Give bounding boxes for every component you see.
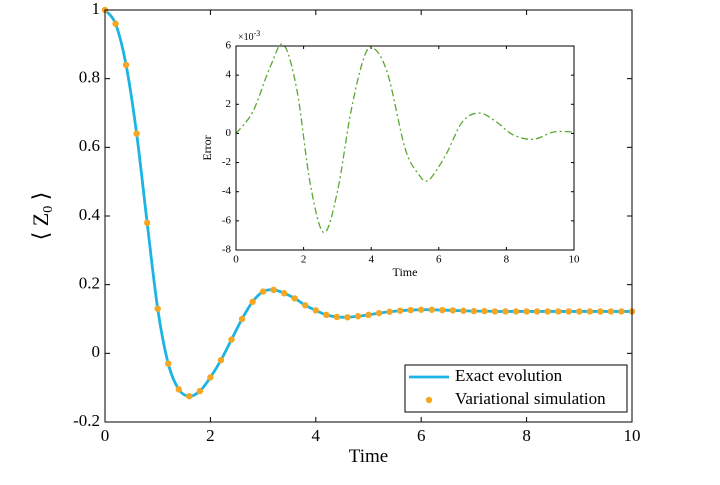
data-point: [460, 307, 467, 314]
data-point: [597, 308, 604, 315]
y-axis-label: ⟨ Z0 ⟩: [28, 192, 56, 241]
y-axis-label-part: ⟩: [28, 192, 53, 206]
data-point: [175, 386, 182, 393]
x-axis-label: Time: [393, 265, 418, 279]
x-tick-label: 10: [624, 426, 641, 445]
data-point: [228, 336, 235, 343]
data-point: [312, 307, 319, 314]
x-tick-label: 2: [206, 426, 215, 445]
data-point: [354, 313, 362, 320]
data-point: [186, 393, 193, 400]
data-point: [143, 219, 151, 227]
data-point: [386, 308, 393, 315]
scale-base: ×10: [238, 32, 254, 43]
data-point: [291, 295, 298, 302]
data-point: [365, 311, 372, 319]
data-point: [470, 307, 478, 315]
plot-frame: [235, 45, 575, 251]
data-point: [302, 302, 309, 309]
data-point: [122, 61, 130, 69]
data-point: [439, 306, 446, 314]
y-axis-label: Error: [200, 135, 214, 160]
data-point: [375, 309, 383, 317]
data-point: [133, 130, 140, 137]
data-point: [555, 308, 562, 315]
data-point: [407, 306, 414, 314]
x-tick-label: 0: [101, 426, 110, 445]
data-point: [544, 308, 551, 315]
x-tick-label: 6: [417, 426, 426, 445]
y-tick-label: 0.8: [79, 68, 100, 87]
x-tick-label: 8: [522, 426, 531, 445]
data-point: [586, 308, 594, 315]
y-tick-label: -0.2: [73, 411, 100, 430]
data-point: [238, 315, 246, 323]
data-point: [270, 286, 277, 294]
x-tick-label: 2: [301, 253, 307, 265]
y-tick-label: -4: [222, 185, 232, 197]
x-tick-label: 4: [368, 253, 374, 265]
data-point: [418, 306, 425, 313]
y-tick-label: 0.6: [79, 136, 100, 155]
x-tick-label: 6: [436, 253, 442, 265]
data-point: [618, 308, 625, 315]
y-tick-label: 4: [226, 69, 232, 81]
plot-frame: [104, 9, 633, 423]
y-tick-label: -6: [222, 214, 232, 226]
legend-label: Variational simulation: [455, 389, 606, 408]
data-point: [576, 308, 583, 315]
legend-label: Exact evolution: [455, 366, 563, 385]
plot-content: 0 2 4 6 8 10 -8 -6 -4 -2 0 2 4 6 Time Error ×10-3: [200, 29, 580, 279]
y-tick-label: -2: [222, 156, 231, 168]
legend: Exact evolution Variational simulation: [404, 364, 628, 413]
scale-exponent: -3: [254, 29, 261, 38]
y-tick-label: 2: [226, 98, 232, 110]
data-point: [533, 308, 541, 315]
x-tick-label: 8: [504, 253, 510, 265]
data-point: [491, 308, 499, 315]
data-point: [344, 314, 351, 321]
data-point: [249, 298, 256, 306]
axis-scale-label: ×10-3: [238, 29, 260, 43]
y-tick-label: 0.2: [79, 274, 100, 293]
data-point: [607, 308, 615, 315]
y-tick-label: 6: [226, 40, 232, 52]
data-point: [207, 374, 214, 381]
data-point: [333, 313, 341, 321]
y-tick-label: 0: [92, 342, 101, 361]
legend-marker: [425, 396, 433, 404]
data-point: [259, 288, 267, 295]
data-point: [481, 307, 488, 315]
x-tick-label: 4: [312, 426, 321, 445]
y-tick-label: 0.4: [79, 205, 101, 224]
data-point: [396, 307, 404, 314]
y-tick-label: 1: [92, 0, 101, 18]
y-axis-label-part: 0: [41, 206, 56, 213]
data-point: [512, 308, 520, 315]
data-point: [280, 290, 288, 297]
data-point: [565, 308, 572, 315]
y-tick-label: -8: [222, 244, 232, 256]
data-point: [502, 308, 509, 315]
data-point: [112, 20, 119, 27]
plot-area: [236, 46, 574, 250]
data-point: [523, 308, 530, 315]
y-axis-label-part: ⟨ Z: [28, 213, 53, 241]
data-point: [428, 306, 435, 313]
data-point: [165, 360, 172, 367]
data-point: [154, 305, 161, 312]
data-point: [449, 307, 457, 314]
data-point: [323, 311, 330, 319]
data-point: [217, 357, 225, 364]
data-point: [196, 387, 204, 395]
x-tick-label: 0: [233, 253, 239, 265]
x-tick-label: 10: [569, 253, 581, 265]
y-tick-label: 0: [226, 127, 232, 139]
x-axis-label: Time: [349, 446, 388, 467]
legend-box: [404, 364, 628, 413]
data-line: [235, 43, 575, 234]
